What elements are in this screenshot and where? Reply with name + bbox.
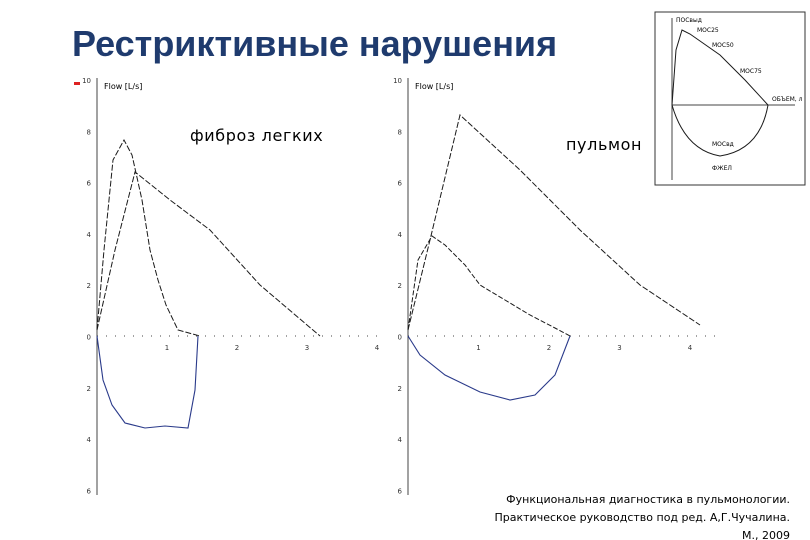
inset-diagram bbox=[654, 11, 806, 186]
inset-label: МОСвд bbox=[712, 141, 734, 148]
y-tick-label: 0 bbox=[398, 334, 402, 342]
axis-label: Flow [L/s] bbox=[104, 82, 142, 91]
x-tick-label: 4 bbox=[375, 344, 380, 352]
axis-label: Flow [L/s] bbox=[415, 82, 453, 91]
x-tick-label: 3 bbox=[617, 344, 621, 352]
y-tick-label: 4 bbox=[87, 436, 92, 444]
inset-label: МОС75 bbox=[740, 68, 762, 75]
chart-right: Flow [L/s] пульмон bbox=[407, 78, 720, 495]
citation: Практическое руководство под ред. А,Г.Чу… bbox=[495, 511, 791, 524]
y-tick-label: 2 bbox=[87, 282, 91, 290]
y-tick-label: 10 bbox=[82, 77, 91, 85]
inset-label: ФЖЕЛ bbox=[712, 165, 732, 172]
bullet bbox=[74, 82, 80, 85]
x-tick-label: 1 bbox=[476, 344, 480, 352]
curve bbox=[407, 335, 571, 401]
y-tick-label: 4 bbox=[398, 231, 403, 239]
citation: Функциональная диагностика в пульмонолог… bbox=[506, 493, 790, 506]
inset-label: ПОСвыд bbox=[676, 17, 702, 24]
inset-label: ОБЪЕМ, л bbox=[772, 96, 803, 103]
annotation: пульмон bbox=[566, 135, 642, 154]
y-tick-label: 6 bbox=[398, 180, 403, 188]
chart-left: Flow [L/s] фиброз легких bbox=[96, 78, 385, 495]
x-tick-label: 2 bbox=[547, 344, 551, 352]
x-tick-label: 2 bbox=[235, 344, 239, 352]
y-tick-label: 6 bbox=[87, 180, 92, 188]
y-tick-label: 8 bbox=[398, 128, 402, 136]
y-tick-label: 4 bbox=[398, 436, 403, 444]
curve bbox=[96, 171, 321, 337]
y-tick-label: 6 bbox=[87, 487, 92, 495]
y-tick-label: 8 bbox=[87, 128, 91, 136]
y-tick-label: 0 bbox=[87, 334, 91, 342]
y-tick-label: 4 bbox=[87, 231, 92, 239]
x-tick-label: 1 bbox=[165, 344, 169, 352]
inset-frame bbox=[654, 11, 806, 186]
x-tick-label: 4 bbox=[688, 344, 693, 352]
citation: М., 2009 bbox=[742, 529, 790, 540]
y-tick-label: 6 bbox=[398, 487, 403, 495]
y-tick-label: 2 bbox=[398, 385, 402, 393]
curve bbox=[96, 138, 201, 337]
x-tick-label: 3 bbox=[305, 344, 309, 352]
inset-label: МОС50 bbox=[712, 42, 734, 49]
y-tick-label: 2 bbox=[398, 282, 402, 290]
y-tick-label: 2 bbox=[87, 385, 91, 393]
inset-label: МОС25 bbox=[697, 27, 719, 34]
curve bbox=[96, 335, 199, 429]
annotation: фиброз легких bbox=[190, 126, 323, 145]
y-tick-label: 10 bbox=[393, 77, 402, 85]
slide-title: Рестриктивные нарушения bbox=[72, 23, 557, 64]
inset-curve bbox=[671, 29, 769, 157]
curve bbox=[407, 235, 571, 337]
